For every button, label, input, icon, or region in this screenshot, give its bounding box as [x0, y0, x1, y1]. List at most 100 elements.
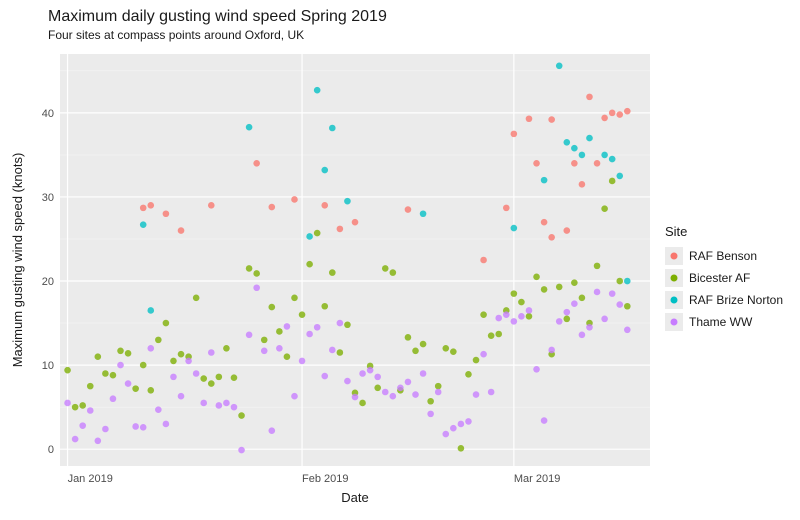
data-point — [427, 398, 434, 405]
data-point — [140, 362, 147, 369]
data-point — [314, 324, 321, 331]
data-point — [390, 269, 397, 276]
data-point — [344, 378, 351, 385]
data-point — [601, 115, 608, 122]
legend-label: RAF Benson — [689, 249, 757, 263]
data-point — [140, 205, 147, 212]
data-point — [473, 391, 480, 398]
data-point — [458, 445, 465, 452]
data-point — [367, 367, 374, 374]
data-point — [405, 379, 412, 386]
legend-swatch — [665, 269, 683, 287]
data-point — [253, 284, 260, 291]
data-point — [359, 370, 366, 377]
data-point — [405, 334, 412, 341]
data-point — [261, 337, 268, 344]
y-axis-title: Maximum gusting wind speed (knots) — [10, 153, 25, 368]
data-point — [571, 300, 578, 307]
data-point — [216, 374, 223, 381]
data-point — [314, 87, 321, 94]
x-tick-label: Jan 2019 — [68, 473, 113, 485]
chart-container: Maximum daily gusting wind speed Spring … — [0, 0, 800, 520]
data-point — [231, 374, 238, 381]
data-point — [185, 358, 192, 365]
data-point — [548, 116, 555, 123]
data-point — [102, 426, 109, 433]
data-point — [616, 111, 623, 118]
legend-label: RAF Brize Norton — [689, 293, 783, 307]
data-point — [382, 389, 389, 396]
data-point — [170, 358, 177, 365]
data-point — [268, 204, 275, 211]
data-point — [321, 303, 328, 310]
data-point — [208, 202, 215, 209]
data-point — [412, 348, 419, 355]
data-point — [450, 425, 457, 432]
legend-label: Bicester AF — [689, 271, 750, 285]
plot-panel — [60, 54, 650, 466]
data-point — [64, 367, 71, 374]
data-point — [420, 341, 427, 348]
data-point — [541, 417, 548, 424]
data-point — [329, 347, 336, 354]
data-point — [616, 173, 623, 180]
data-point — [268, 427, 275, 434]
data-point — [125, 380, 132, 387]
data-point — [609, 156, 616, 163]
data-point — [140, 424, 147, 431]
legend-label: Thame WW — [689, 315, 752, 329]
data-point — [291, 393, 298, 400]
data-point — [329, 125, 336, 132]
x-tick-label: Feb 2019 — [302, 473, 348, 485]
data-point — [163, 210, 170, 217]
y-tick-label: 30 — [42, 192, 54, 204]
legend-item: Thame WW — [665, 311, 783, 333]
data-point — [216, 402, 223, 409]
data-point — [495, 315, 502, 322]
data-point — [405, 206, 412, 213]
data-point — [556, 284, 563, 291]
data-point — [359, 400, 366, 407]
data-point — [579, 295, 586, 302]
data-point — [609, 178, 616, 185]
data-point — [72, 404, 79, 411]
data-point — [291, 295, 298, 302]
data-point — [541, 286, 548, 293]
data-point — [246, 124, 253, 131]
data-point — [586, 135, 593, 142]
data-point — [155, 337, 162, 344]
data-point — [624, 303, 631, 310]
data-point — [594, 289, 601, 296]
data-point — [382, 265, 389, 272]
data-point — [594, 160, 601, 167]
data-point — [458, 421, 465, 428]
data-point — [601, 316, 608, 323]
data-point — [79, 422, 86, 429]
data-point — [571, 145, 578, 152]
data-point — [87, 407, 94, 414]
y-tick-label: 10 — [42, 360, 54, 372]
data-point — [594, 263, 601, 270]
data-point — [586, 324, 593, 331]
data-point — [374, 385, 381, 392]
data-point — [238, 447, 245, 454]
data-point — [110, 395, 117, 402]
data-point — [511, 290, 518, 297]
data-point — [624, 278, 631, 285]
data-point — [616, 301, 623, 308]
legend: Site RAF Benson Bicester AF RAF Brize Nort… — [665, 224, 783, 333]
data-point — [178, 227, 185, 234]
data-point — [321, 167, 328, 174]
data-point — [299, 311, 306, 318]
data-point — [609, 290, 616, 297]
data-point — [246, 332, 253, 339]
legend-swatch — [665, 313, 683, 331]
legend-title: Site — [665, 224, 783, 239]
data-point — [548, 234, 555, 241]
data-point — [556, 62, 563, 69]
data-point — [427, 411, 434, 418]
legend-item: RAF Brize Norton — [665, 289, 783, 311]
data-point — [480, 351, 487, 358]
data-point — [253, 270, 260, 277]
y-tick-label: 0 — [48, 444, 54, 456]
